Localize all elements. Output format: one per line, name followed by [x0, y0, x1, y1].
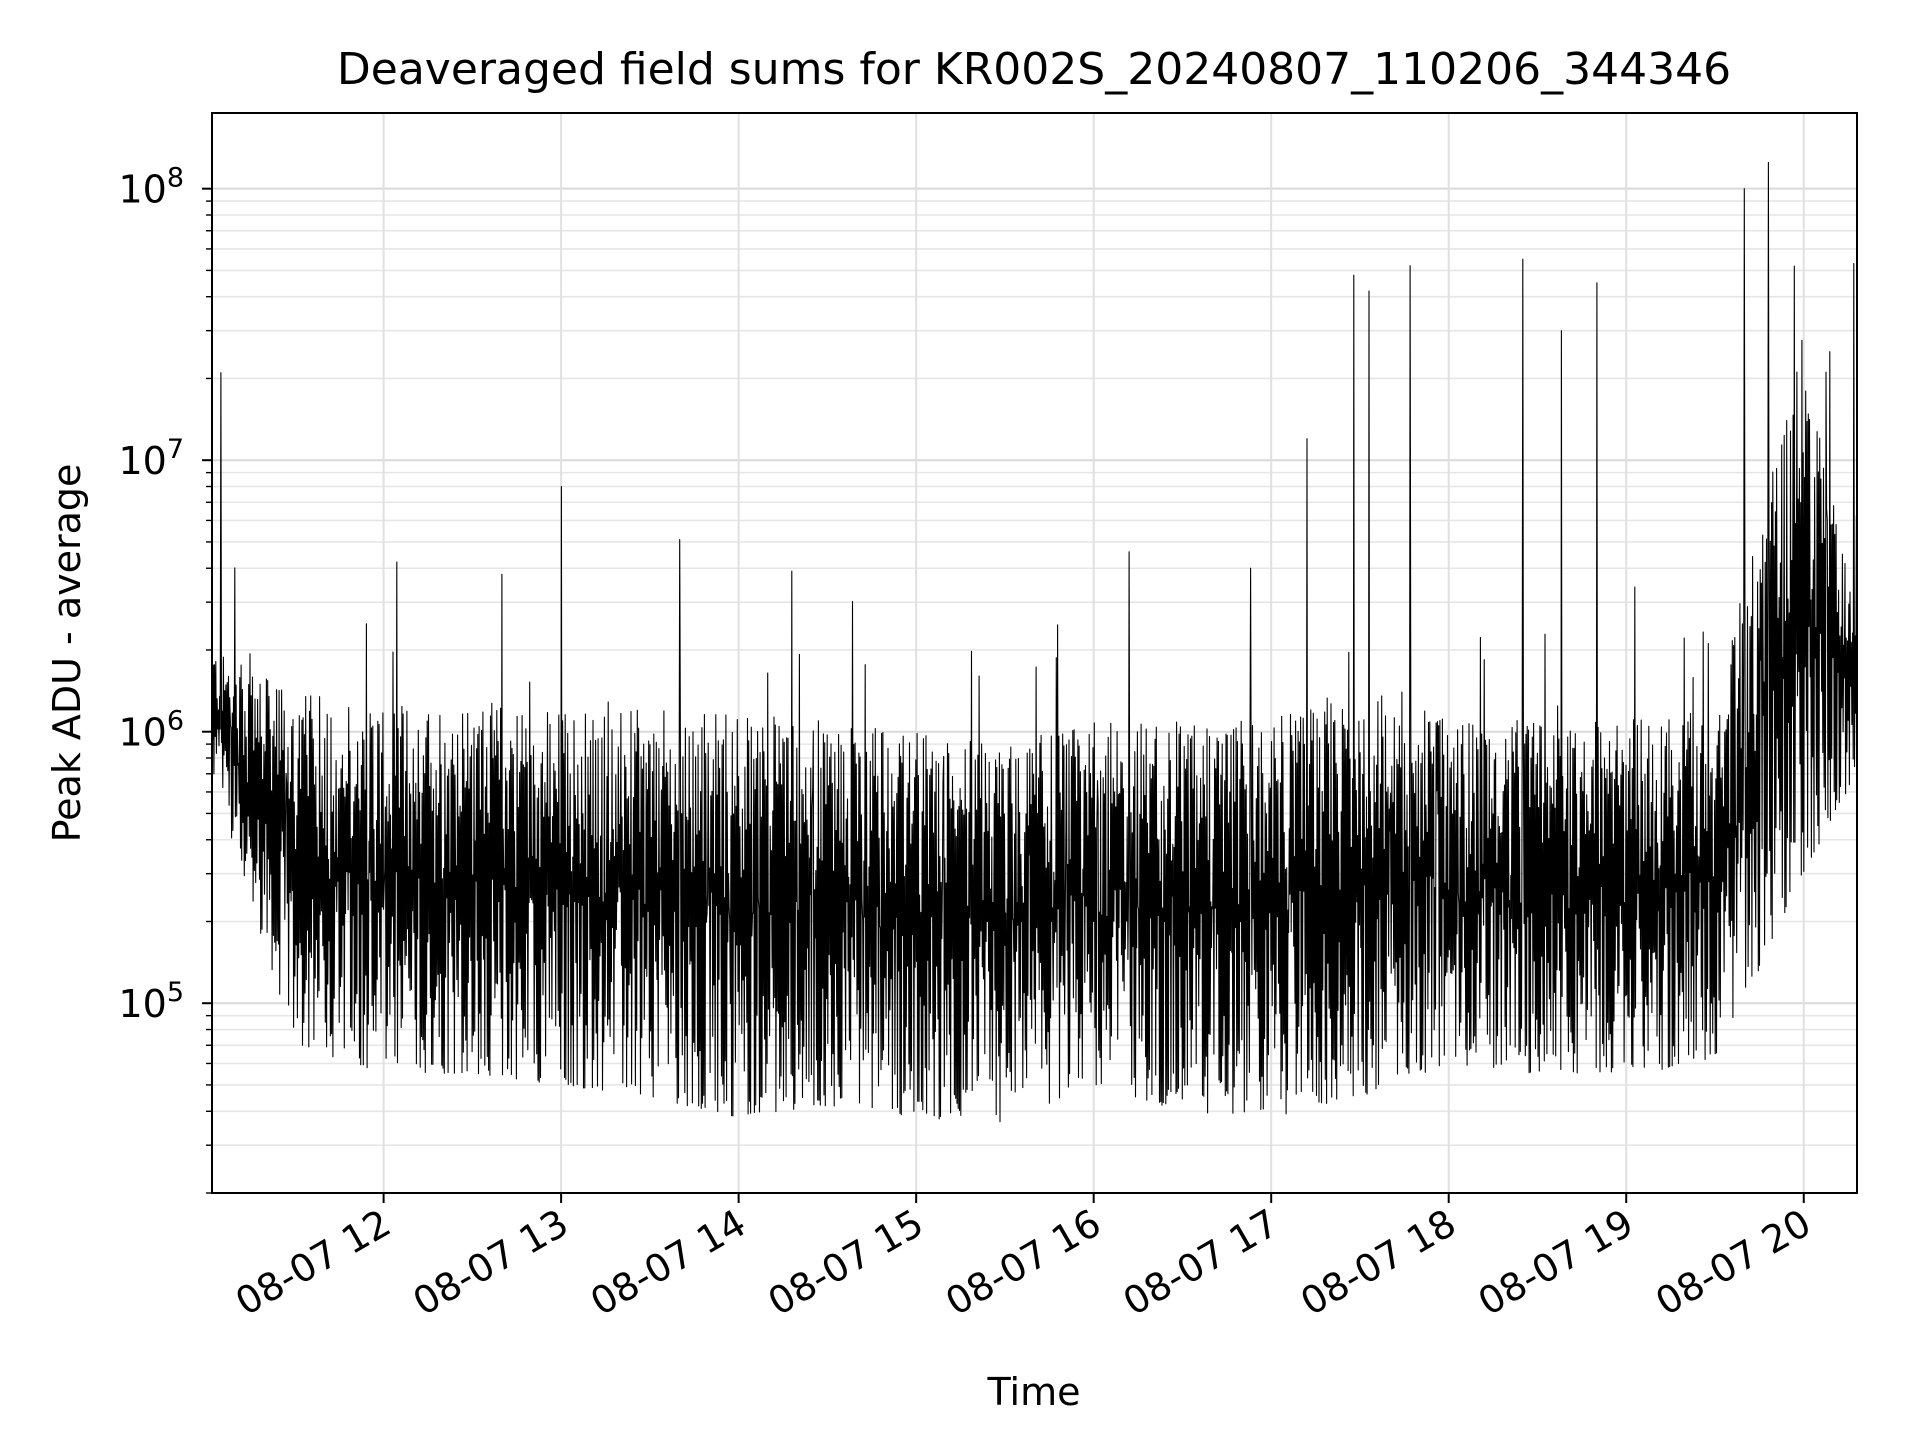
y-tick-label: 106 — [118, 706, 184, 755]
y-tick-label: 108 — [118, 163, 184, 212]
y-tick-label: 105 — [118, 977, 184, 1026]
series-line — [212, 161, 1857, 1123]
chart-title: Deaveraged field sums for KR002S_2024080… — [337, 44, 1731, 95]
y-axis-label: Peak ADU - average — [45, 464, 89, 843]
y-tick-label: 107 — [118, 434, 184, 483]
plot-frame — [211, 112, 1858, 1194]
x-axis-label: Time — [987, 1370, 1081, 1414]
